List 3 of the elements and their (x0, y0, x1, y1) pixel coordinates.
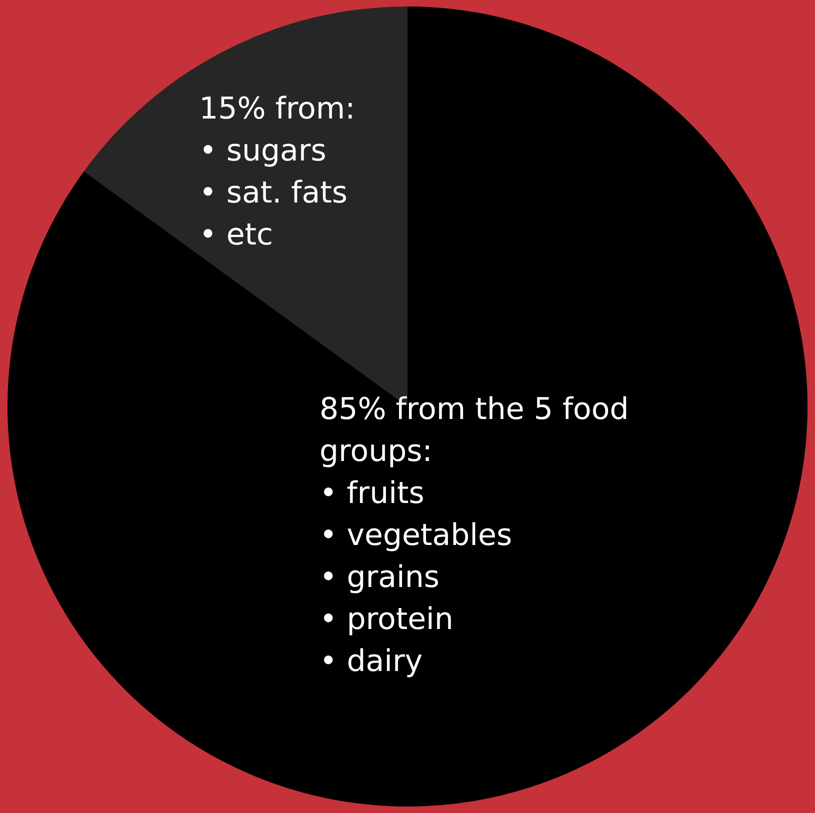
slice-label: 85% from the 5 food groups: • fruits • vegetables • grains • protein • dairy (320, 392, 629, 679)
slice-label: 15% from: • sugars • sat. fats • etc (199, 91, 356, 252)
pie-slice (8, 6, 808, 806)
